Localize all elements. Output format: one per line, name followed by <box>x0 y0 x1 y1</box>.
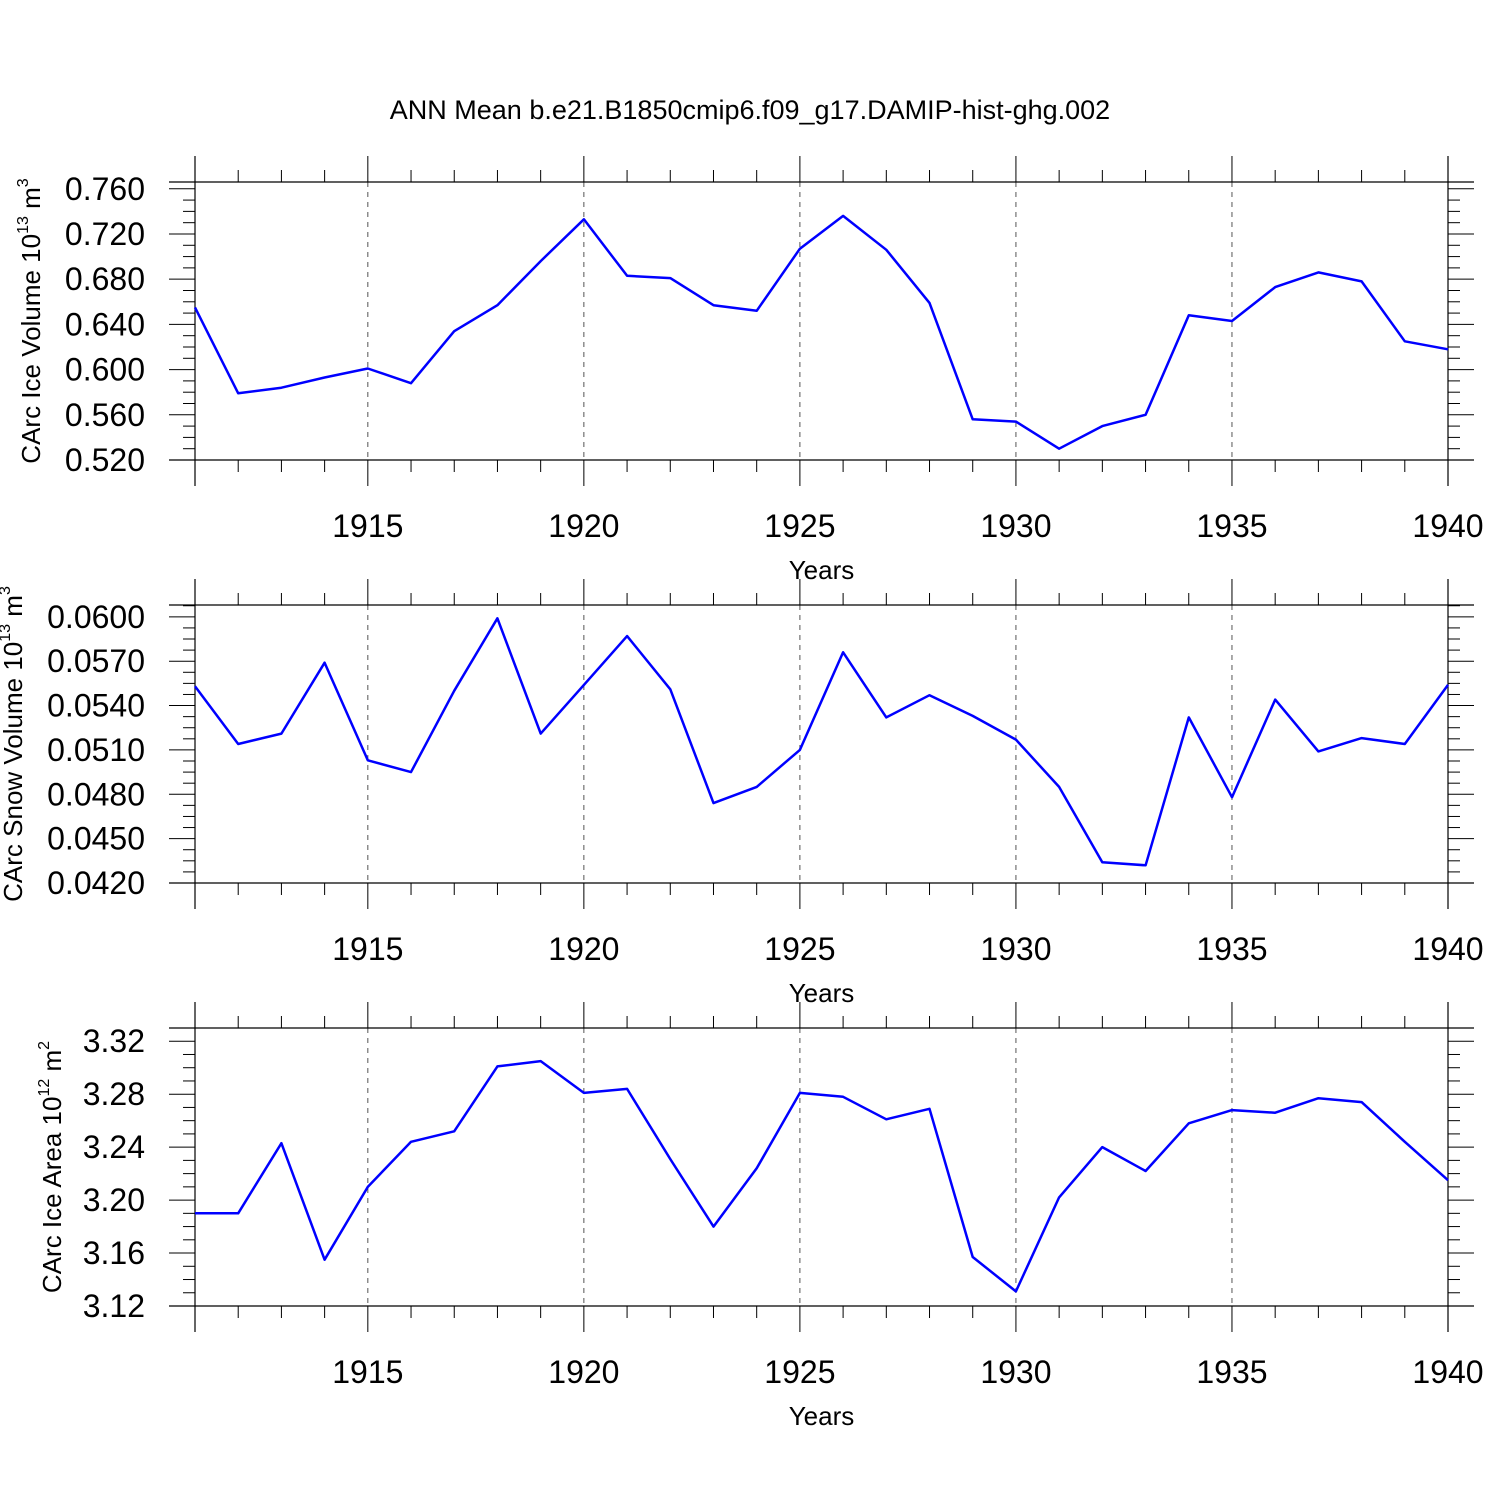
series-line <box>195 1059 1449 1293</box>
y-axis-title-base: CArc Snow Volume 10 <box>0 642 28 902</box>
x-tick-label: 1935 <box>1196 508 1267 544</box>
y-tick-label: 3.12 <box>83 1288 145 1324</box>
y-tick-label: 0.0480 <box>47 776 145 812</box>
x-tick-label: 1935 <box>1196 1354 1267 1390</box>
y-tick-label: 0.760 <box>65 171 145 207</box>
x-tick-label: 1915 <box>332 931 403 967</box>
y-axis-title-base: CArc Ice Volume 10 <box>16 234 46 464</box>
x-axis-title: Years <box>789 1401 855 1431</box>
y-axis-title: CArc Ice Area 1012 m2 <box>36 1041 67 1293</box>
y-tick-label: 0.0600 <box>47 599 145 635</box>
y-axis-title-unit-exponent: 3 <box>0 586 14 595</box>
y-tick-label: 3.20 <box>83 1182 145 1218</box>
x-tick-label: 1925 <box>764 508 835 544</box>
x-tick-label: 1925 <box>764 931 835 967</box>
series-line <box>193 617 1450 867</box>
x-tick-label: 1920 <box>548 1354 619 1390</box>
panels: 1915 1920 1925 1930 1935 1940 0.760 0.720 0.680 0… <box>0 156 1484 1431</box>
y-tick-label: 0.640 <box>65 306 145 342</box>
x-axis-title: Years <box>789 555 855 585</box>
x-tick-label: 1940 <box>1412 508 1483 544</box>
y-tick-label: 3.28 <box>83 1076 145 1112</box>
x-axis-title: Years <box>789 978 855 1008</box>
x-tick-label: 1925 <box>764 1354 835 1390</box>
series-line <box>193 214 1449 450</box>
chart-panel-2: 1915 1920 1925 1930 1935 1940 0.0600 0.0570 0.05… <box>0 579 1484 1008</box>
x-tick-label: 1915 <box>332 1354 403 1390</box>
y-axis-title-unit: m <box>37 1050 67 1079</box>
chart-panel-3: 1915 1920 1925 1930 1935 1940 3.32 3.28 3.24 3.20… <box>36 1002 1484 1431</box>
y-tick-label: 3.16 <box>83 1235 145 1271</box>
y-axis-title-exponent: 12 <box>36 1079 53 1097</box>
y-axis-title-unit-exponent: 3 <box>15 178 32 187</box>
y-tick-label: 0.0510 <box>47 732 145 768</box>
x-tick-label: 1920 <box>548 931 619 967</box>
y-axis-title-unit-exponent: 2 <box>36 1041 53 1050</box>
x-tick-label: 1935 <box>1196 931 1267 967</box>
x-tick-label: 1940 <box>1412 931 1483 967</box>
x-tick-label: 1915 <box>332 508 403 544</box>
y-axis-title-base: CArc Ice Area 10 <box>37 1097 67 1294</box>
y-axis-title-exponent: 13 <box>0 624 14 642</box>
y-axis-title-unit: m <box>16 187 46 216</box>
chart-panel-1: 1915 1920 1925 1930 1935 1940 0.760 0.720 0.680 0… <box>15 156 1484 585</box>
y-tick-label: 0.560 <box>65 397 145 433</box>
y-axis-title: CArc Snow Volume 1013 m3 <box>0 586 28 902</box>
y-tick-label: 0.600 <box>65 352 145 388</box>
y-tick-label: 3.24 <box>83 1129 145 1165</box>
y-tick-label: 0.520 <box>65 442 145 478</box>
x-tick-label: 1930 <box>980 931 1051 967</box>
y-tick-label: 0.0450 <box>47 821 145 857</box>
y-tick-label: 0.680 <box>65 261 145 297</box>
x-tick-label: 1930 <box>980 508 1051 544</box>
x-tick-label: 1920 <box>548 508 619 544</box>
y-tick-label: 0.720 <box>65 216 145 252</box>
x-tick-label: 1940 <box>1412 1354 1483 1390</box>
x-tick-label: 1930 <box>980 1354 1051 1390</box>
y-tick-label: 0.0540 <box>47 688 145 724</box>
y-axis-title-unit: m <box>0 595 28 624</box>
y-tick-label: 0.0570 <box>47 643 145 679</box>
chart-title: ANN Mean b.e21.B1850cmip6.f09_g17.DAMIP-… <box>390 95 1110 125</box>
y-tick-label: 3.32 <box>83 1023 145 1059</box>
y-axis-title-exponent: 13 <box>15 216 32 234</box>
y-tick-label: 0.0420 <box>47 865 145 901</box>
y-axis-title: CArc Ice Volume 1013 m3 <box>15 178 46 463</box>
